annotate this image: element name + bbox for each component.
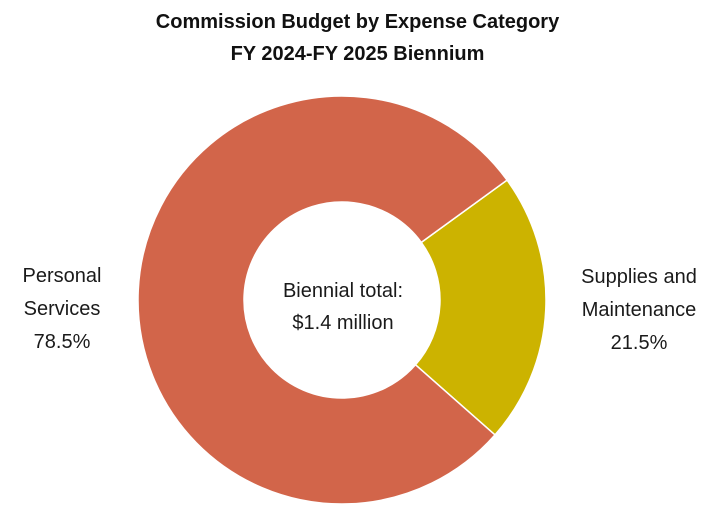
slice-label-supplies-maintenance: Supplies and Maintenance 21.5% [564, 261, 714, 360]
slice-value-personal-services: 78.5% [33, 331, 91, 353]
slice-label-personal-services-line-1: Personal [22, 265, 102, 287]
slice-value-supplies-maintenance: 21.5% [610, 332, 668, 354]
center-label-line-1: Biennial total: [282, 280, 404, 302]
slice-label-personal-services: Personal Services 78.5% [0, 260, 124, 359]
center-label: Biennial total: $1.4 million [243, 275, 443, 339]
donut-slice-0 [414, 179, 547, 436]
chart-title-line-2: FY 2024-FY 2025 Biennium [230, 43, 485, 65]
chart-title-line-1: Commission Budget by Expense Category [155, 11, 560, 33]
slice-label-supplies-maintenance-line-1: Supplies and [581, 266, 697, 288]
slice-label-supplies-maintenance-line-2: Maintenance [581, 299, 697, 321]
donut-slice-1 [137, 95, 509, 505]
chart-title: Commission Budget by Expense Category FY… [0, 6, 715, 70]
center-label-line-2: $1.4 million [292, 312, 394, 334]
slice-label-personal-services-line-2: Services [23, 298, 101, 320]
